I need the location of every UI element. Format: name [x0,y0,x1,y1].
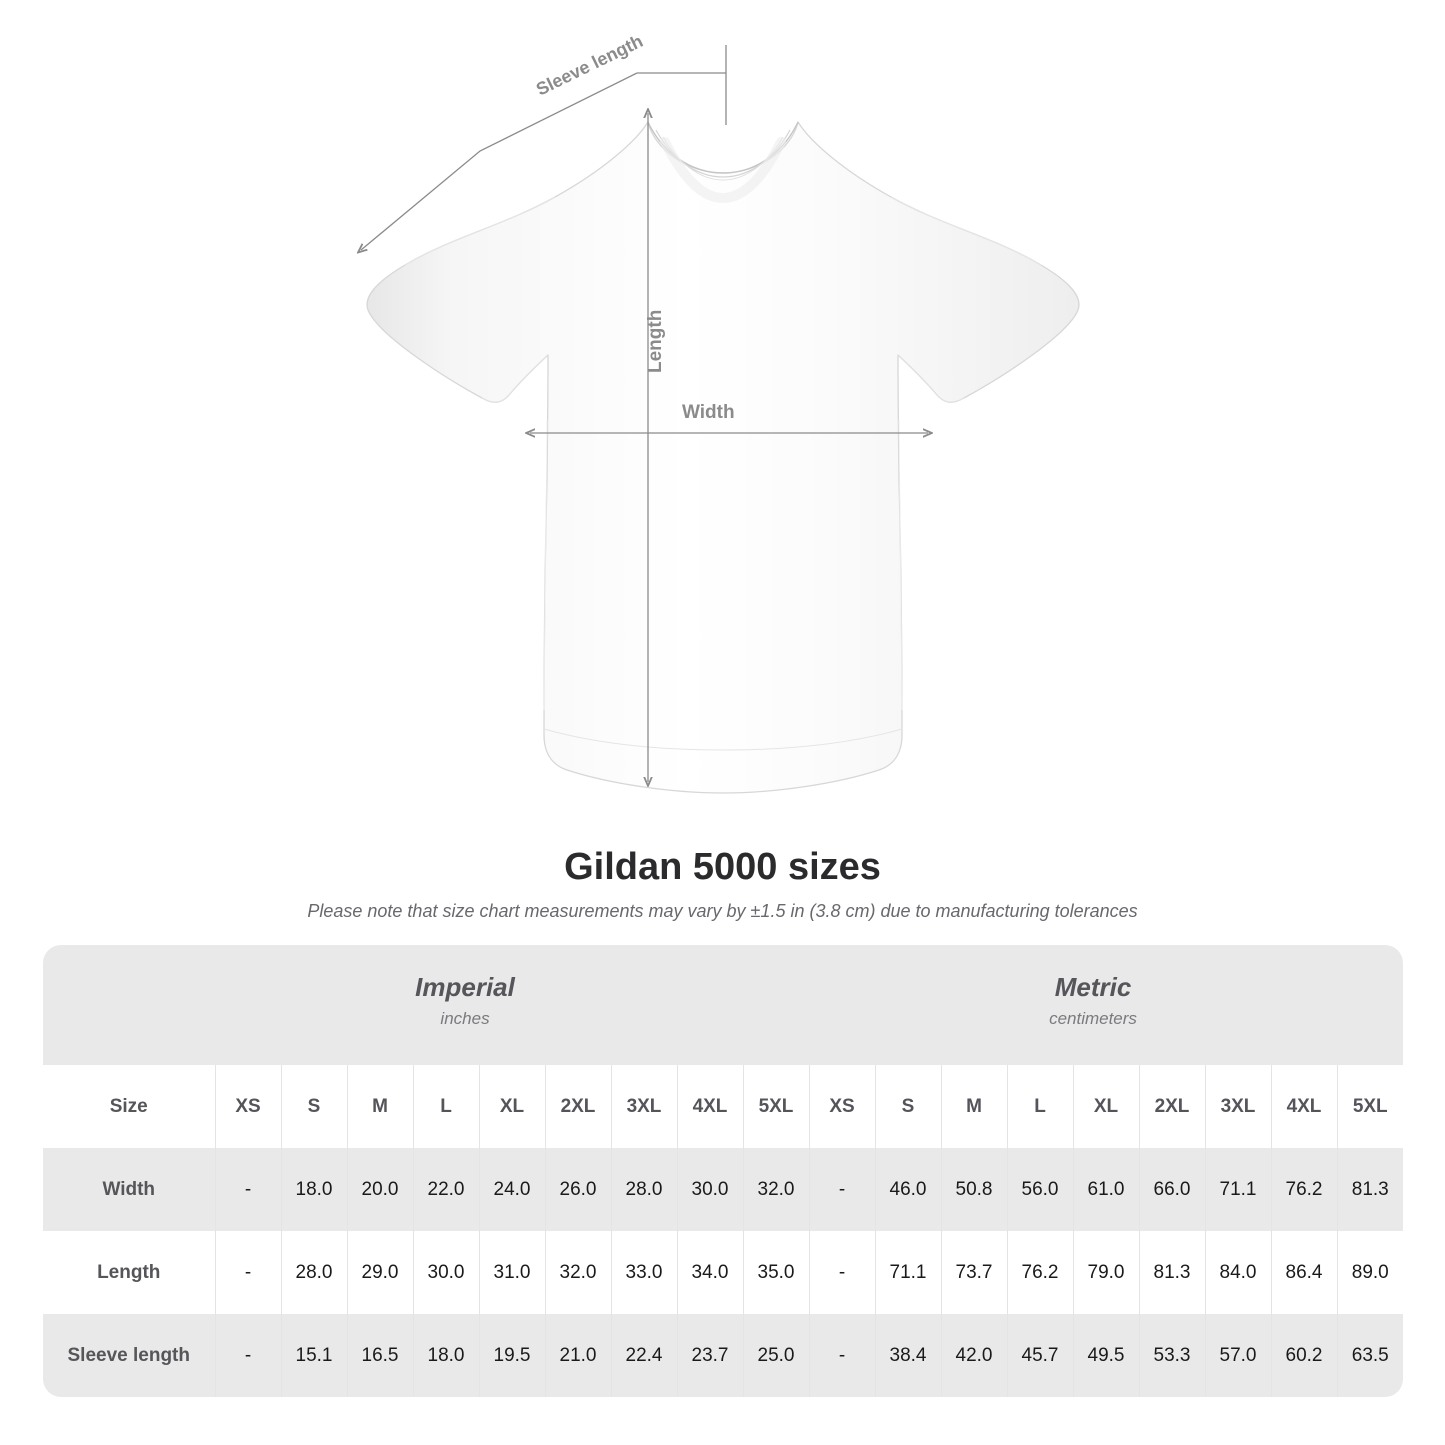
svg-text:Length: Length [645,310,666,373]
svg-text:Sleeve length: Sleeve length [533,31,646,100]
svg-text:Width: Width [682,402,735,423]
